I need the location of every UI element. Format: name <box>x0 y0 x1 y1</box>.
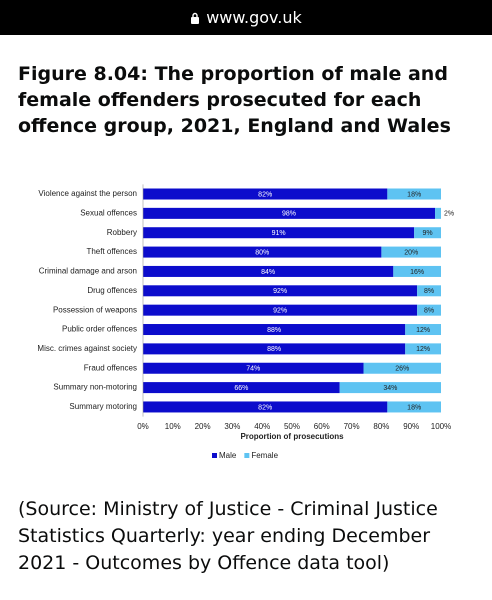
value-label: 18% <box>407 404 421 411</box>
bar-segment <box>143 343 406 355</box>
x-tick-label: 70% <box>344 422 360 431</box>
bar-segment <box>143 304 418 316</box>
x-tick-label: 90% <box>403 422 419 431</box>
bar-segment <box>405 324 441 336</box>
bar-segment <box>339 382 441 394</box>
bar-segment <box>414 227 441 239</box>
legend-label: Female <box>251 451 278 460</box>
y-tick-label: Summary non-motoring <box>53 383 137 392</box>
value-label: 74% <box>246 366 260 373</box>
source: (Source: Ministry of Justice - Criminal … <box>18 498 438 574</box>
bar-segment <box>143 227 415 239</box>
y-tick-label: Public order offences <box>62 325 137 334</box>
bar-segment <box>393 265 441 277</box>
bar-segment <box>143 207 436 219</box>
bar-segment <box>143 188 388 200</box>
x-tick-label: 60% <box>314 422 330 431</box>
url: www.gov.uk <box>206 8 302 27</box>
value-label: 12% <box>416 327 430 334</box>
value-label: 20% <box>404 249 418 256</box>
bar-segment <box>143 285 418 297</box>
x-tick-label: 40% <box>254 422 270 431</box>
bar-segment <box>417 304 441 316</box>
value-label: 88% <box>267 327 281 334</box>
x-tick-label: 0% <box>137 422 149 431</box>
value-label: 9% <box>423 230 433 237</box>
value-label: 18% <box>407 191 421 198</box>
y-tick-label: Criminal damage and arson <box>39 267 137 276</box>
value-label: 2% <box>444 211 454 218</box>
bar-segment <box>143 246 382 258</box>
value-label: 80% <box>255 249 269 256</box>
value-label: 34% <box>383 385 397 392</box>
bar-segment <box>143 401 388 413</box>
value-label: 66% <box>234 385 248 392</box>
y-tick-label: Sexual offences <box>80 208 137 217</box>
y-tick-label: Fraud offences <box>84 363 137 372</box>
x-tick-label: 20% <box>195 422 211 431</box>
x-tick-label: 30% <box>224 422 240 431</box>
value-label: 16% <box>410 269 424 276</box>
x-tick-label: 50% <box>284 422 300 431</box>
y-tick-label: Robbery <box>107 228 137 237</box>
y-tick-label: Misc. crimes against society <box>37 344 137 353</box>
value-label: 98% <box>282 211 296 218</box>
value-label: 82% <box>258 404 272 411</box>
bar-segment <box>143 265 394 277</box>
bar-segment <box>363 362 441 374</box>
value-label: 84% <box>261 269 275 276</box>
value-label: 8% <box>424 288 434 295</box>
bar-segment <box>417 285 441 297</box>
y-tick-label: Violence against the person <box>38 189 137 198</box>
lock-icon <box>191 12 200 24</box>
value-label: 92% <box>273 288 287 295</box>
value-label: 26% <box>395 366 409 373</box>
value-label: 82% <box>258 191 272 198</box>
legend-swatch <box>212 453 217 458</box>
address-bar[interactable]: www.gov.uk <box>0 0 492 35</box>
x-tick-label: 80% <box>373 422 389 431</box>
legend-swatch <box>244 453 250 458</box>
y-tick-label: Theft offences <box>86 247 137 256</box>
heading: Figure 8.04: The proportion of male and … <box>18 63 451 137</box>
y-tick-label: Possession of weapons <box>53 305 137 314</box>
bar-segment <box>143 362 364 374</box>
value-label: 12% <box>416 346 430 353</box>
x-tick-label: 10% <box>165 422 181 431</box>
bar-segment <box>387 401 441 413</box>
bar-segment <box>143 382 340 394</box>
bar-segment <box>143 324 406 336</box>
x-axis-title: Proportion of prosecutions <box>240 432 344 441</box>
bar-segment <box>381 246 441 258</box>
x-tick-label: 100% <box>431 422 451 431</box>
y-tick-label: Summary motoring <box>69 402 137 411</box>
value-label: 88% <box>267 346 281 353</box>
y-tick-label: Drug offences <box>87 286 137 295</box>
legend-label: Male <box>219 451 237 460</box>
bar-segment <box>435 207 441 219</box>
chart: Violence against the person 82% 18% Sexual … <box>37 184 454 460</box>
value-label: 8% <box>424 308 434 315</box>
bar-segment <box>387 188 441 200</box>
value-label: 92% <box>273 308 287 315</box>
bar-segment <box>405 343 441 355</box>
value-label: 91% <box>272 230 286 237</box>
